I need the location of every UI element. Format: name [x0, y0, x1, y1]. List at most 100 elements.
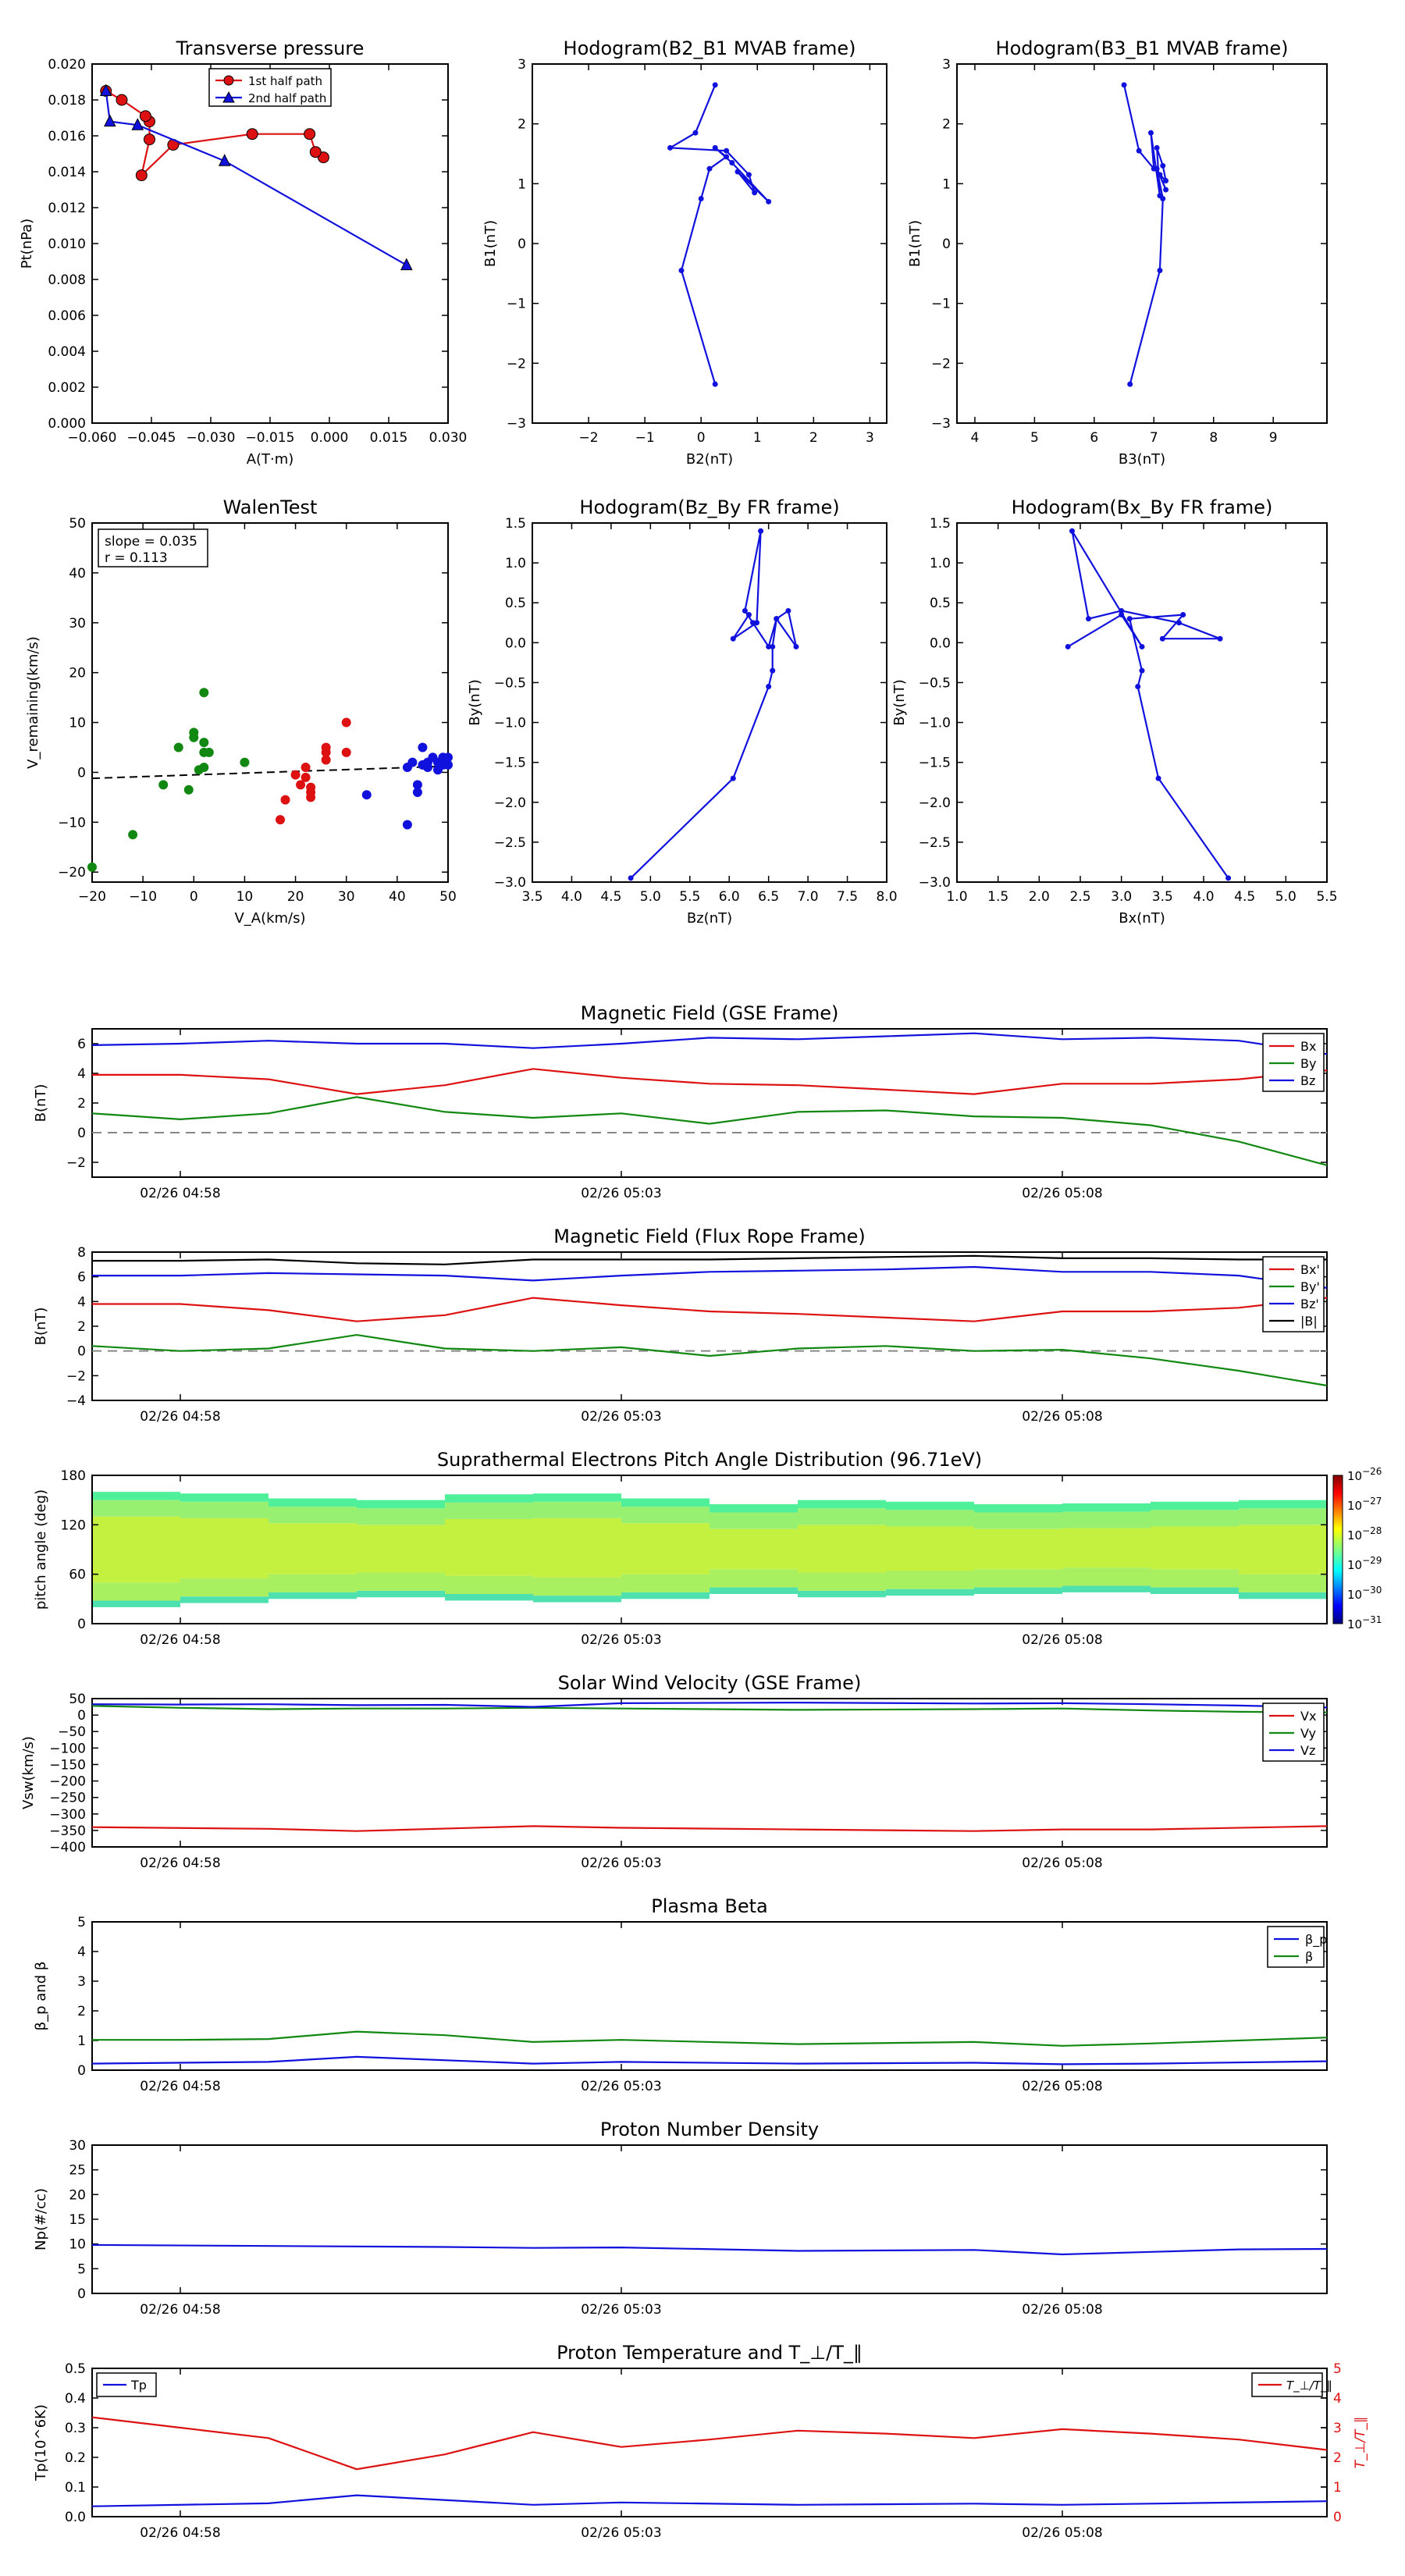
y-tick-label: 180	[61, 1468, 86, 1484]
colorbar: 10−26 10−27 10−28 10−29 10−30 10−31	[1332, 1466, 1382, 1631]
y-tick-label: 0	[942, 237, 951, 252]
y-tick-label: −2	[66, 1368, 86, 1384]
x-tick-label: 3.5	[1152, 889, 1173, 905]
series-line-β_p	[91, 2055, 1328, 2065]
series-line-By	[91, 1096, 1328, 1166]
series-line-Bz	[91, 1032, 1328, 1055]
x-tick-label: 1.5	[987, 889, 1008, 905]
x-tick-label: 7	[1150, 430, 1158, 446]
x-tick-label: 6.0	[719, 889, 740, 905]
y-tick-label: 3	[942, 57, 951, 73]
legend-label: |B|	[1300, 1314, 1318, 1329]
y-tick-label: 0	[518, 237, 526, 252]
data-point	[400, 258, 413, 271]
legend-label: By	[1300, 1056, 1316, 1071]
y-tick-label: 0	[77, 1126, 86, 1141]
data-point	[1147, 130, 1154, 136]
y-tick-label: 50	[69, 1692, 86, 1707]
data-point	[1139, 643, 1145, 649]
heatmap-cell	[533, 1493, 621, 1502]
data-point	[745, 612, 752, 618]
series-line-Bx'	[92, 1297, 1328, 1322]
y-axis-label: Tp(10^6K)	[33, 2404, 49, 2482]
x-tick-label: −0.060	[68, 430, 117, 446]
x-tick-label: 02/26 05:08	[1022, 1856, 1102, 1871]
data-point	[758, 528, 764, 534]
y-tick-label: 0.018	[48, 93, 86, 109]
y-tick-label: 0	[77, 1617, 86, 1632]
y-tick-label: −3.0	[494, 875, 526, 891]
heatmap-cell	[1062, 1511, 1151, 1528]
y-tick-label: 2	[77, 2004, 86, 2019]
y-tick-label: 15	[69, 2212, 86, 2228]
heatmap-cell	[445, 1518, 533, 1576]
heatmap-cell	[180, 1578, 269, 1597]
data-point	[276, 815, 286, 825]
series-line-T_⊥/T_∥	[91, 2416, 1328, 2471]
chart-title: Proton Number Density	[600, 2119, 819, 2140]
y-tick-label: −3.0	[919, 875, 951, 891]
data-point	[1157, 268, 1163, 273]
series-line-Bx	[92, 1068, 1328, 1095]
heatmap-cell	[180, 1596, 269, 1603]
data-point	[712, 144, 718, 151]
y-tick-label: 0.010	[48, 237, 86, 252]
y-tick-label: −100	[49, 1741, 86, 1756]
x-tick-label: 0.000	[311, 430, 349, 446]
fit-line	[91, 765, 449, 780]
y-tick-label: 0.5	[505, 596, 526, 611]
heatmap-cell	[1151, 1526, 1239, 1570]
plot-frame	[91, 1921, 1328, 2071]
x-axis-label: Bx(nT)	[1119, 910, 1165, 927]
data-point	[361, 790, 372, 800]
y-tick-label: −0.5	[494, 675, 526, 691]
data-point	[139, 110, 151, 123]
heatmap-cell	[269, 1498, 357, 1507]
y-tick-label: −2	[66, 1155, 86, 1171]
data-point	[1086, 616, 1092, 622]
chart-transverse-pressure: Transverse pressure 0.000 0.002 0.004 0.006 0…	[19, 37, 467, 468]
chart-h1: Hodogram(B2_B1 MVAB frame) −3 −2 −1 0 1 2 3 −2 −1…	[482, 37, 887, 468]
chart-h2: Hodogram(B3_B1 MVAB frame) −3 −2 −1 0 1 2 3 4 5 6 7…	[907, 37, 1328, 468]
chart-bfr: Magnetic Field (Flux Rope Frame) −4 −2 0 2 4 6…	[33, 1226, 1328, 1425]
y-tick-label: 0.016	[48, 129, 86, 144]
series-line-Vz	[91, 1702, 1328, 1709]
y-tick-label: 1.0	[505, 556, 526, 571]
x-tick-label: 2.0	[1029, 889, 1050, 905]
y-tick-label: 6	[77, 1270, 86, 1286]
heatmap-cell	[1062, 1528, 1151, 1568]
x-tick-label: 3.0	[1111, 889, 1132, 905]
y2-axis-label: T_⊥/T_∥	[1353, 2417, 1368, 2469]
heatmap-cell	[445, 1594, 533, 1601]
colorbar-tick-label: 10−29	[1347, 1555, 1382, 1572]
data-point	[116, 94, 128, 106]
plot-frame	[956, 63, 1328, 424]
data-point	[1154, 144, 1160, 151]
y-tick-label: 5	[77, 1915, 86, 1930]
y-tick-label: 25	[69, 2163, 86, 2179]
y-tick-label: 1.0	[930, 556, 951, 571]
legend-label: 2nd half path	[248, 91, 326, 105]
y-tick-label: 0.000	[48, 416, 86, 432]
x-tick-label: 30	[338, 889, 355, 905]
chart-title: Magnetic Field (Flux Rope Frame)	[553, 1226, 865, 1247]
data-point	[296, 780, 306, 790]
heatmap-cell	[886, 1571, 974, 1589]
data-point	[628, 875, 634, 881]
data-point	[246, 128, 258, 141]
y-tick-label: 2	[942, 117, 951, 133]
data-point	[766, 643, 772, 649]
y-tick-label: 0.0	[65, 2510, 86, 2525]
chart-walen-test: WalenTest −20 −10 0 10 20 30 40 50 −20 −10 0 10 20 30 4…	[25, 496, 457, 927]
x-tick-label: 4.0	[1193, 889, 1214, 905]
data-point	[1155, 775, 1161, 781]
y-axis-label: B(nT)	[33, 1308, 49, 1346]
heatmap-cell	[269, 1507, 357, 1524]
data-point	[667, 144, 674, 151]
x-tick-label: −1	[635, 430, 655, 446]
data-point	[1163, 187, 1169, 193]
y-tick-label: −200	[49, 1774, 86, 1790]
hodogram-line	[1067, 530, 1229, 879]
y-tick-label: 0.002	[48, 380, 86, 396]
heatmap-cell	[1151, 1501, 1239, 1510]
